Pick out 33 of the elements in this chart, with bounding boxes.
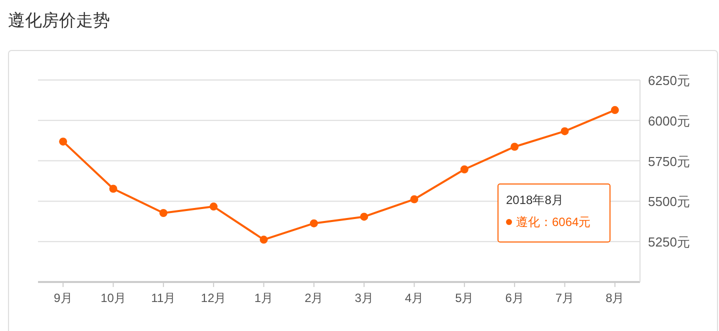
point: [610, 106, 619, 114]
point: [360, 212, 368, 221]
x-tick-label: 3月: [354, 291, 374, 305]
x-tick-label: 8月: [606, 291, 624, 305]
point: [460, 165, 468, 174]
y-tick-label: 5500元: [648, 194, 690, 210]
chart-title: 遵化房价走势: [8, 11, 110, 30]
point: [210, 202, 218, 211]
annotation: 遵化：6064元: [516, 215, 591, 229]
x-tick-label: 5月: [455, 291, 474, 305]
x-tick-label: 2月: [304, 291, 324, 305]
y-tick-label: 5250元: [648, 234, 690, 250]
x-tick-label: 7月: [555, 291, 574, 305]
y-tick-label: 5750元: [648, 154, 690, 169]
x-tick-label: 1月: [254, 291, 274, 305]
annotation: 2018年8月: [506, 193, 564, 207]
x-tick-label: 12月: [200, 291, 226, 305]
y-tick-label: 6000元: [648, 113, 690, 128]
point: [260, 236, 268, 244]
point: [510, 142, 519, 151]
x-tick-label: 10月: [100, 291, 126, 305]
y-tick-label: 6250元: [648, 73, 690, 88]
x-tick-label: 6月: [505, 291, 524, 305]
point: [159, 208, 168, 217]
point: [59, 138, 68, 146]
point: [410, 195, 418, 204]
point: [560, 127, 569, 136]
x-tick-label: 11月: [151, 291, 176, 305]
tooltip: 2018年8月 遵化：6064元: [498, 184, 610, 242]
x-tick-label: 9月: [54, 291, 72, 305]
point: [109, 184, 118, 193]
x-tick-label: 4月: [404, 291, 424, 305]
point: [310, 219, 318, 228]
